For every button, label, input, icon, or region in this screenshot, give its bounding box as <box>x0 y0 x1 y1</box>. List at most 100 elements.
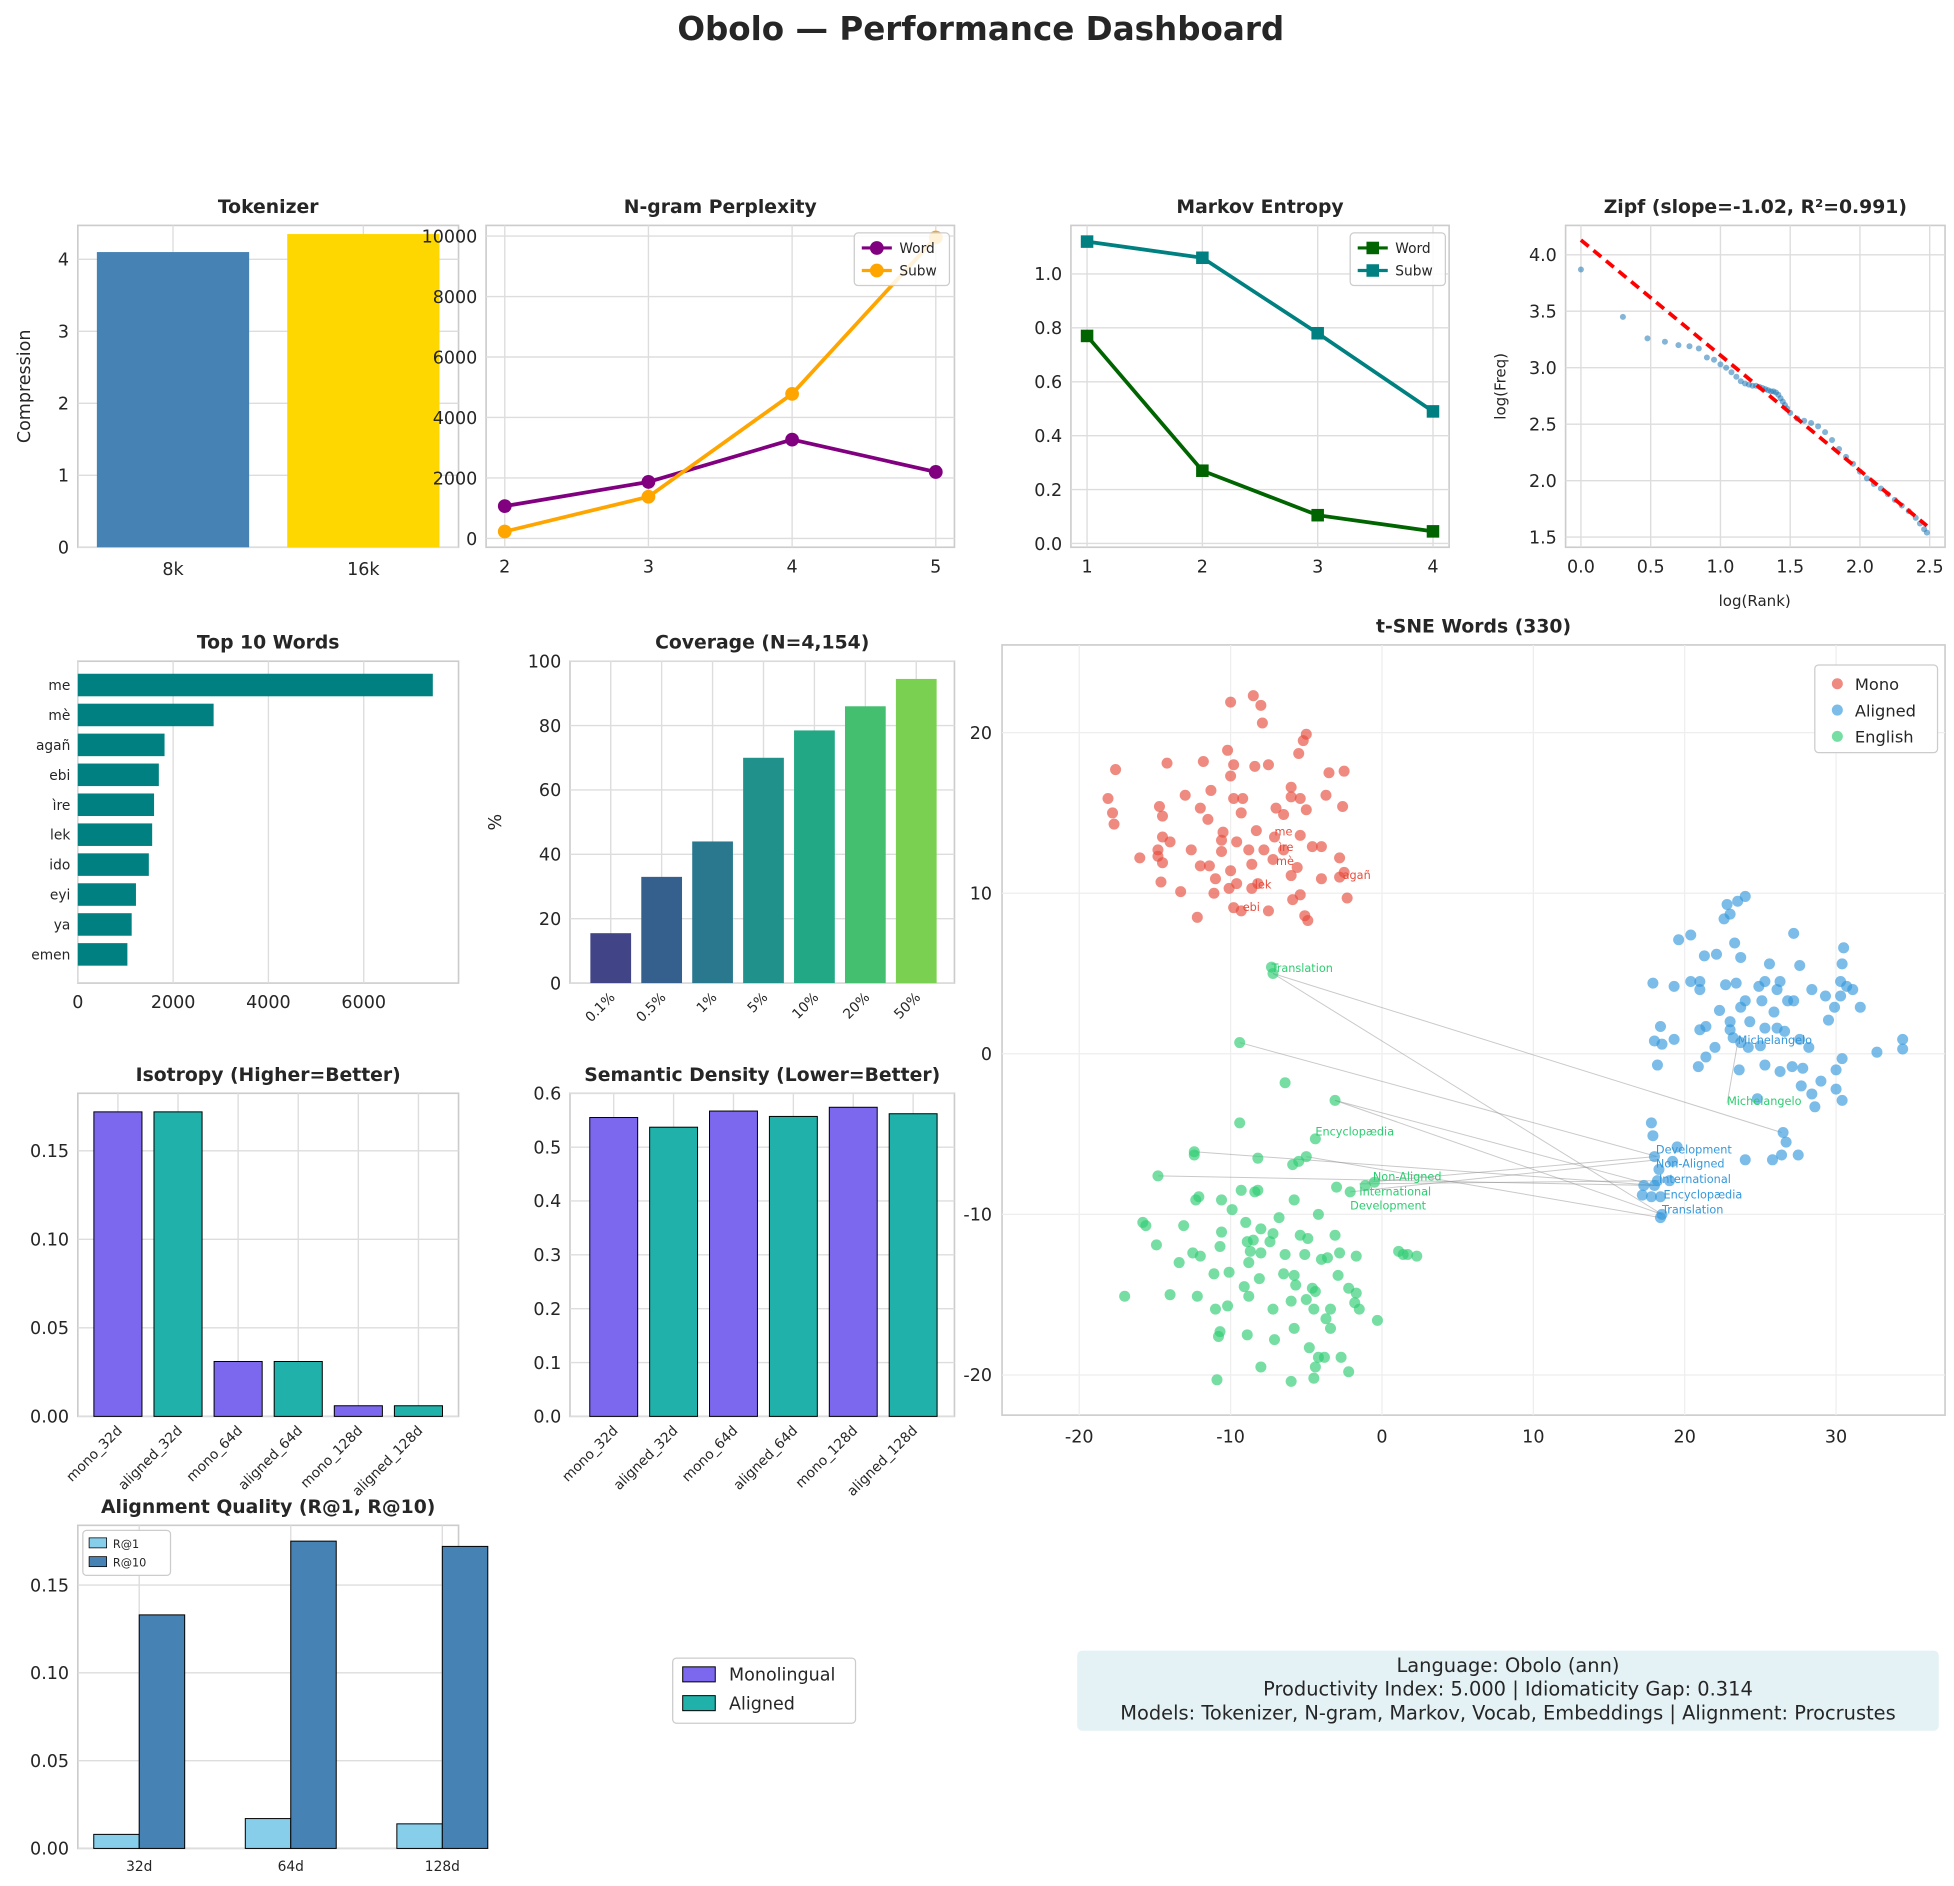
point-annotation: Michelangelo <box>1738 1034 1813 1047</box>
tsne-point-english <box>1247 1234 1259 1246</box>
info-box: Language: Obolo (ann) Productivity Index… <box>1077 1650 1939 1731</box>
tsne-point-mono <box>1294 792 1306 804</box>
x-tick-label: 0.0 <box>1567 557 1595 577</box>
bar-mono_64d <box>709 1110 758 1417</box>
panel-coverage: Coverage (N=4,154) 0 20 40 60 80 100 0.1% 0.5% 1%… <box>486 633 956 1026</box>
zipf-fit-line <box>1579 238 1929 528</box>
tsne-point-aligned <box>1653 1163 1665 1175</box>
y-tick-label: emen <box>31 947 70 963</box>
tsne-point-mono <box>1262 905 1274 917</box>
tsne-point-aligned <box>1654 1020 1666 1033</box>
tsne-point-aligned <box>1664 1175 1676 1187</box>
alignment-link <box>1334 1099 1663 1215</box>
tsne-point-english <box>1308 1372 1320 1384</box>
tsne-point-mono <box>1249 760 1261 772</box>
tsne-point-english <box>1188 1149 1200 1161</box>
point-annotation: ìre <box>1278 841 1294 854</box>
legend-frame <box>672 1657 857 1724</box>
bar-aligned_32d <box>649 1126 699 1417</box>
tsne-point-mono <box>1194 802 1206 814</box>
legend-swatch <box>88 1537 108 1549</box>
tsne-point-aligned <box>1806 984 1818 996</box>
tsne-point-mono <box>1108 818 1120 830</box>
tsne-point-aligned <box>1742 1041 1754 1053</box>
tsne-point-english <box>1320 1313 1332 1325</box>
tsne-point-english <box>1288 1269 1300 1281</box>
tsne-point-english <box>1285 1375 1297 1387</box>
tsne-point-mono <box>1216 845 1228 857</box>
tsne-point-aligned <box>1794 959 1806 971</box>
tsne-point-english <box>1216 1226 1228 1238</box>
tsne-point-english <box>1288 1194 1300 1206</box>
tsne-point-mono <box>1297 735 1309 747</box>
alignment-link <box>1157 1175 1655 1186</box>
alignment-link <box>1239 1042 1658 1158</box>
panel-zipf: Zipf (slope=-1.02, R²=0.991) 1.5 2.0 2.5 3.0… <box>1491 197 1946 610</box>
tsne-point-aligned <box>1647 1130 1659 1142</box>
y-tick-label: 0 <box>981 1045 992 1065</box>
tsne-point-mono <box>1270 802 1282 814</box>
tsne-point-aligned <box>1651 1059 1663 1071</box>
tsne-point-aligned <box>1648 1151 1660 1163</box>
zipf-point <box>1577 266 1584 273</box>
data-point <box>1196 464 1209 477</box>
point-annotation: Encyclopædia <box>1315 1126 1394 1139</box>
tsne-point-mono <box>1250 825 1262 837</box>
tsne-point-aligned <box>1671 1141 1683 1153</box>
x-tick-label: aligned_64d <box>731 1423 802 1494</box>
point-annotation: me <box>1275 825 1293 838</box>
tsne-point-aligned <box>1897 1033 1909 1045</box>
data-point <box>1311 508 1324 522</box>
tsne-point-mono <box>1134 852 1146 864</box>
tsne-point-aligned <box>1779 1025 1791 1037</box>
tsne-point-english <box>1253 1273 1265 1285</box>
tsne-point-mono <box>1208 887 1220 899</box>
tsne-point-mono <box>1110 764 1122 776</box>
tsne-point-english <box>1299 1249 1311 1261</box>
tsne-point-aligned <box>1636 1189 1648 1201</box>
x-tick-label: mono_64d <box>184 1423 246 1485</box>
tsne-point-mono <box>1285 870 1297 882</box>
tsne-point-aligned <box>1815 1075 1827 1087</box>
zipf-point <box>1863 475 1870 482</box>
tsne-point-english <box>1194 1250 1206 1262</box>
tsne-point-english <box>1252 1184 1264 1196</box>
chart-title: Top 10 Words <box>197 633 340 654</box>
y-tick-label: 100 <box>528 652 561 672</box>
tsne-point-mono <box>1267 853 1279 866</box>
tsne-point-english <box>1240 1216 1252 1228</box>
x-tick-label: 6000 <box>341 993 386 1013</box>
legend-label-monolingual: Monolingual <box>729 1666 835 1686</box>
chart-title: t-SNE Words (330) <box>1376 616 1571 637</box>
y-tick-label: 10000 <box>422 227 478 247</box>
figure-title: Obolo — Performance Dashboard <box>677 10 1284 48</box>
tsne-point-mono <box>1191 911 1203 923</box>
y-tick-label: 3 <box>58 323 69 343</box>
x-tick-label: 50% <box>891 990 924 1023</box>
tsne-point-mono <box>1320 789 1332 801</box>
bar-agañ <box>77 733 165 757</box>
y-tick-label: 4000 <box>433 409 478 429</box>
tsne-point-mono <box>1216 834 1228 846</box>
chart-title: Alignment Quality (R@1, R@10) <box>101 1497 435 1518</box>
info-box-background <box>1077 1650 1939 1731</box>
bar-aligned_64d <box>768 1115 818 1417</box>
tsne-point-aligned <box>1836 1053 1848 1065</box>
panel-tsne: t-SNE Words (330) -20 -10 0 10 20 -20 -10 0 10 20 3… <box>963 616 1946 1448</box>
tsne-point-aligned <box>1806 1088 1818 1100</box>
tsne-point-aligned <box>1648 1179 1660 1191</box>
alignment-link <box>1334 1099 1655 1186</box>
tsne-point-aligned <box>1694 1024 1706 1036</box>
y-tick-label: 0.05 <box>30 1752 69 1772</box>
tsne-point-mono <box>1235 807 1247 819</box>
legend: Word Subw <box>853 232 951 287</box>
info-productivity: Productivity Index: 5.000 | Idiomaticity… <box>1263 1678 1753 1701</box>
y-tick-label: 0.00 <box>30 1840 69 1860</box>
tsne-point-mono <box>1194 860 1206 872</box>
tsne-point-aligned <box>1654 1191 1666 1203</box>
alignment-link <box>1272 973 1663 1215</box>
legend-swatch-monolingual <box>682 1666 716 1683</box>
alignment-link <box>1306 1156 1661 1219</box>
tsne-point-aligned <box>1836 1094 1848 1106</box>
